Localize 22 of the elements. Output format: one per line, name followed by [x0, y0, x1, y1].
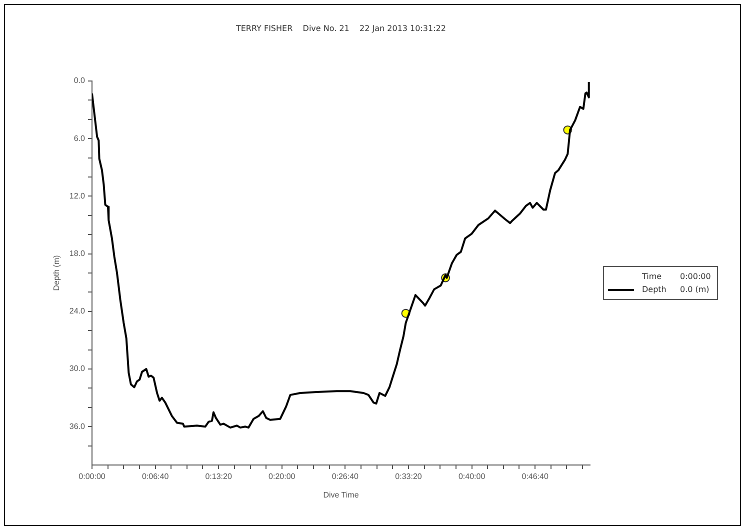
x-tick-label: 0:20:00 — [268, 472, 296, 482]
text: Time — [642, 272, 663, 281]
y-tick-label: 6.0 — [74, 134, 86, 143]
y-tick-label: 0.0 — [74, 76, 86, 86]
text: 0:00:00 — [680, 272, 711, 281]
text: 0.0 (m) — [680, 285, 710, 294]
x-axis-title: Dive Time — [323, 490, 360, 500]
y-tick-label: 30.0 — [69, 364, 86, 374]
y-axis-title: Depth (m) — [52, 254, 62, 291]
y-tick-label: 18.0 — [69, 249, 86, 258]
x-tick-label: 0:33:20 — [395, 472, 422, 482]
y-tick-label: 12.0 — [69, 191, 86, 200]
y-tick-label: 36.0 — [69, 422, 86, 431]
x-tick-label: 0:40:00 — [458, 472, 486, 482]
x-tick-label: 0:00:00 — [78, 472, 106, 482]
y-tick-label: 24.0 — [69, 306, 86, 316]
chart-title: TERRY FISHER Dive No. 21 22 Jan 2013 10:31:22 — [234, 24, 447, 33]
x-tick-label: 0:13:20 — [205, 472, 232, 482]
legend-label: Depth — [642, 285, 668, 294]
x-tick-label: 0:46:40 — [522, 472, 549, 482]
x-tick-label: 0:06:40 — [142, 472, 170, 482]
x-tick-label: 0:26:40 — [332, 472, 360, 482]
